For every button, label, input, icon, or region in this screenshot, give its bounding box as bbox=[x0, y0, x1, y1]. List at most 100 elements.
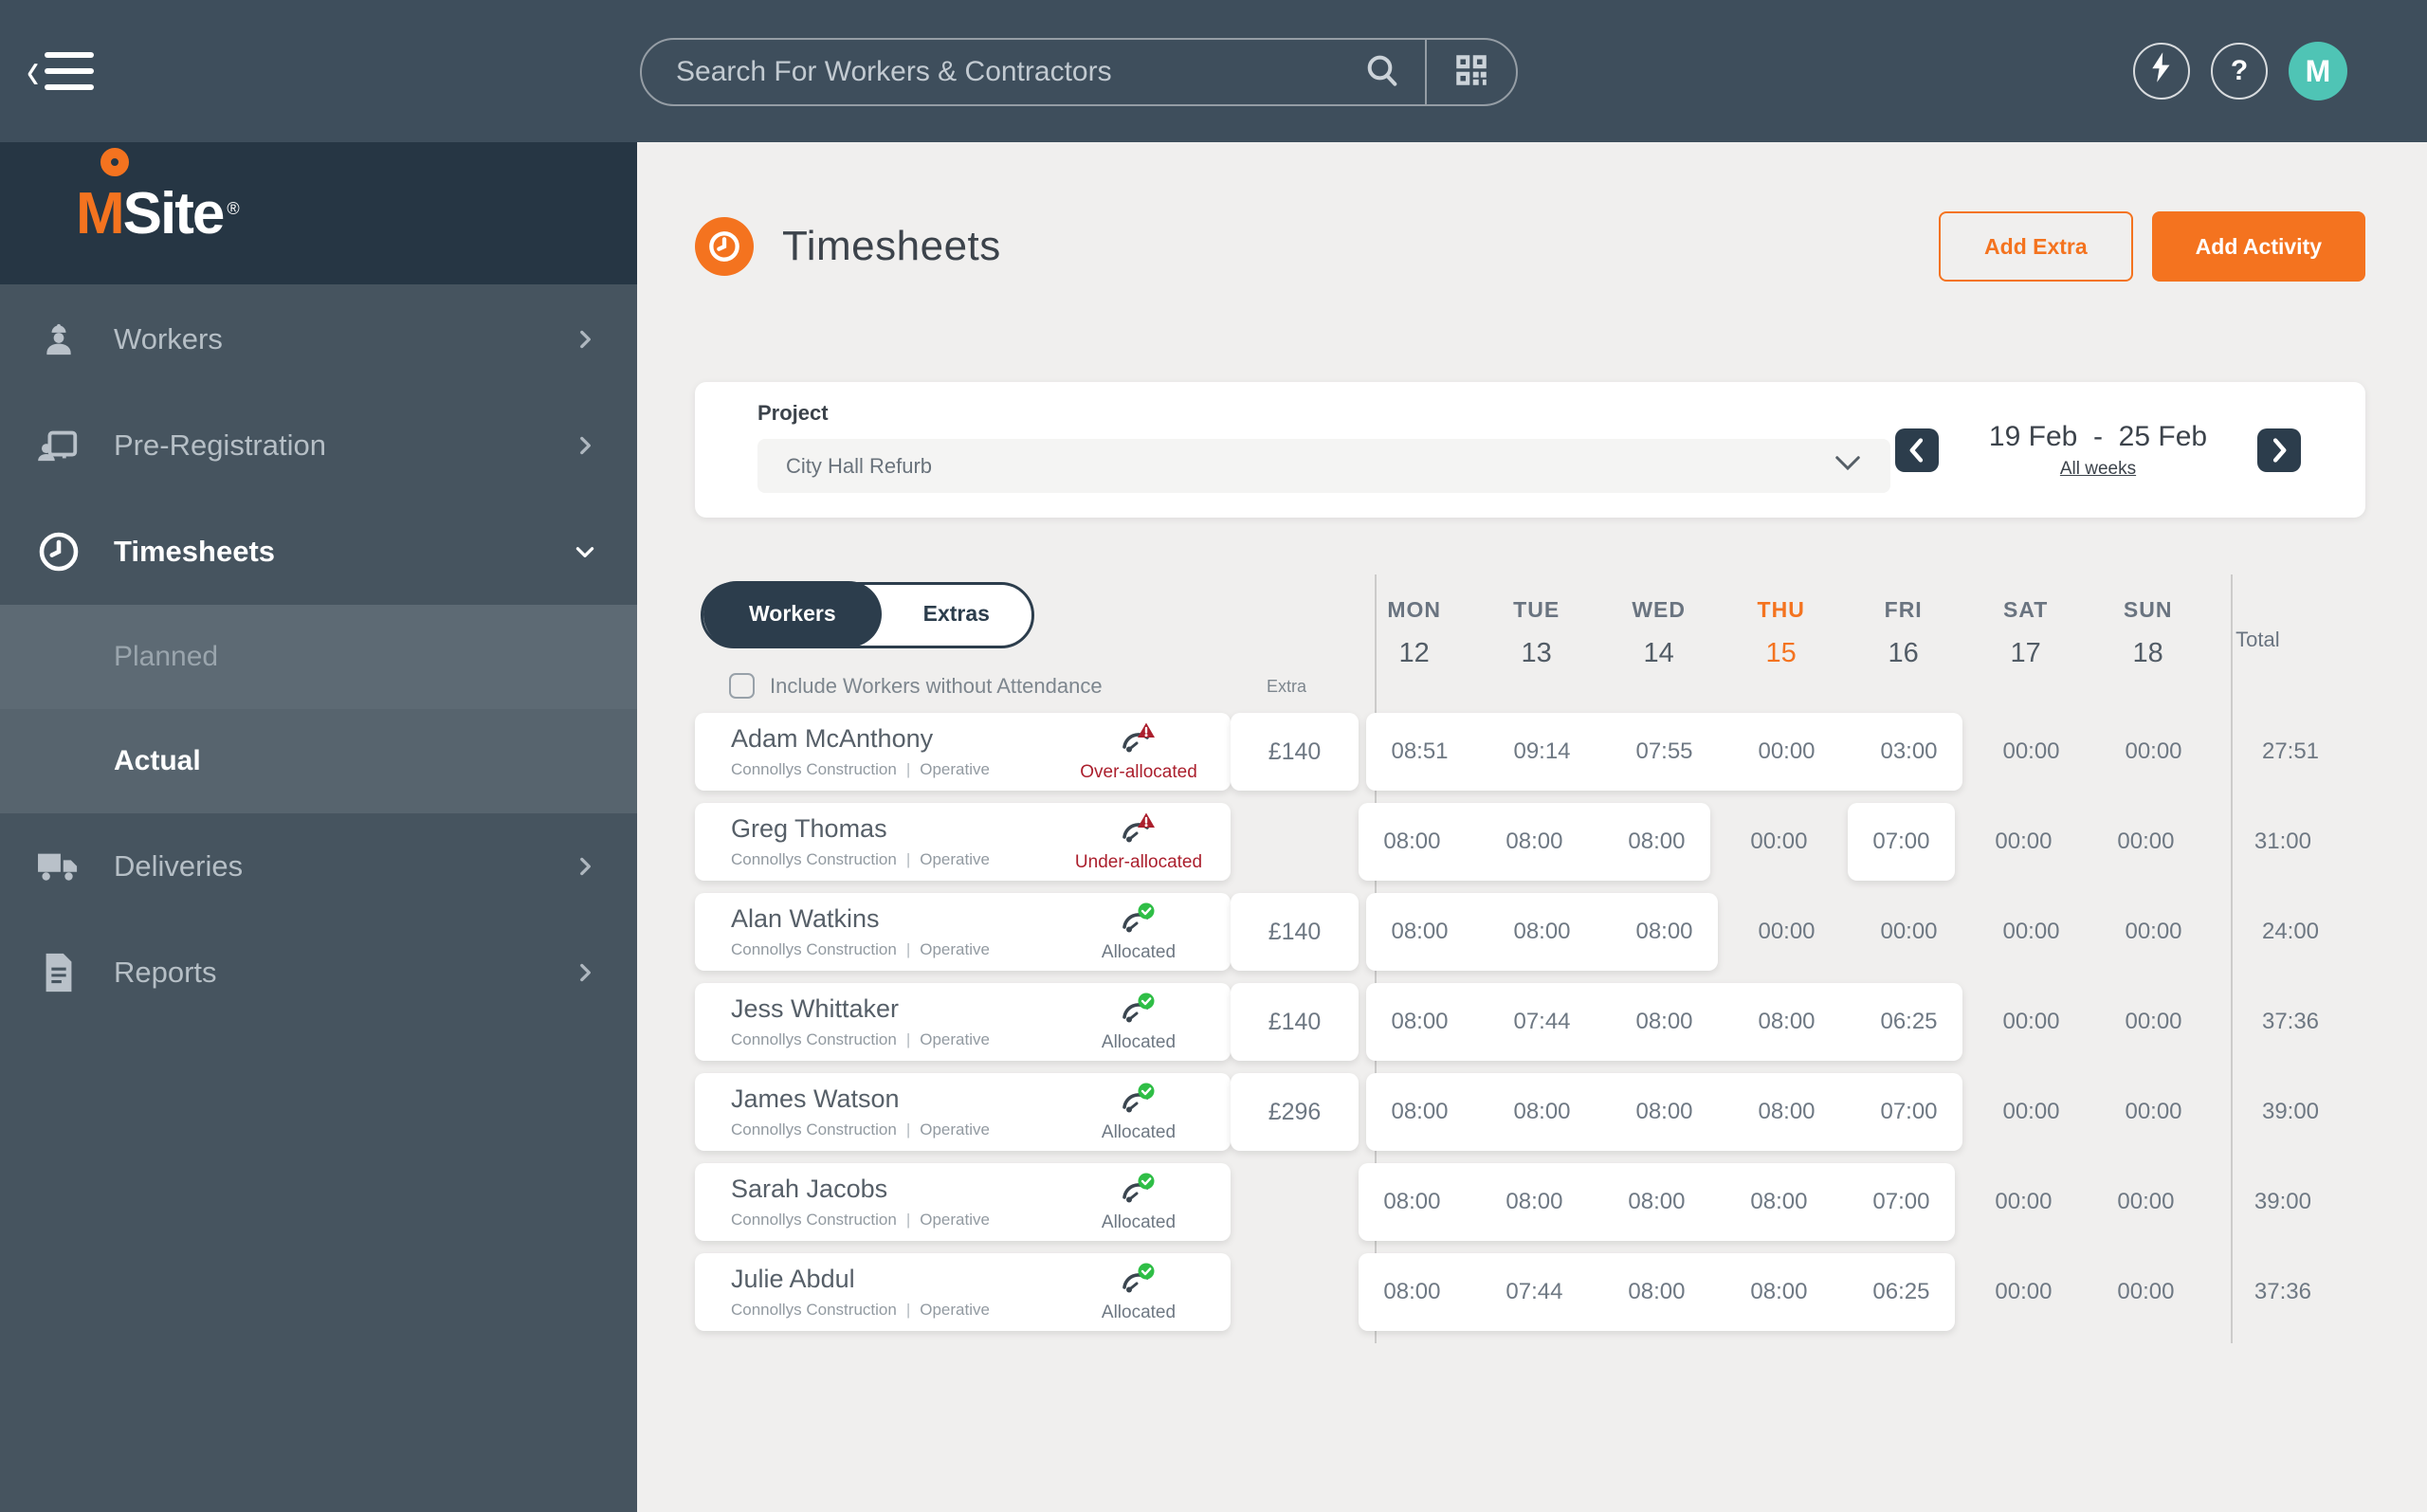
worker-role: Operative bbox=[920, 1211, 990, 1229]
time-cell-sat[interactable]: 00:00 bbox=[1995, 1279, 2053, 1304]
time-cell-sat[interactable]: 00:00 bbox=[1995, 1189, 2053, 1214]
user-avatar[interactable]: M bbox=[2289, 42, 2347, 100]
time-cell-sun[interactable]: 00:00 bbox=[2117, 1279, 2175, 1304]
add-activity-button[interactable]: Add Activity bbox=[2151, 211, 2365, 282]
all-weeks-link[interactable]: All weeks bbox=[2059, 458, 2137, 479]
tab-workers[interactable]: Workers bbox=[703, 580, 882, 647]
time-cell-tue[interactable]: 08:00 bbox=[1505, 829, 1563, 854]
worker-card[interactable]: Alan Watkins Connollys Construction | Opera… bbox=[695, 893, 1231, 971]
time-cell-fri[interactable]: 00:00 bbox=[1880, 919, 1938, 944]
time-cell-sun[interactable]: 00:00 bbox=[2117, 829, 2175, 854]
time-cell-sun[interactable]: 00:00 bbox=[2125, 738, 2182, 764]
days-cell: 08:00 08:00 08:00 00:00 00:00 00:00 00:00 bbox=[1359, 893, 2215, 983]
time-cell-tue[interactable]: 09:14 bbox=[1513, 738, 1571, 764]
time-cell-fri[interactable]: 07:00 bbox=[1872, 829, 1930, 854]
time-cell-tue[interactable]: 08:00 bbox=[1513, 1099, 1571, 1124]
extra-amount-card[interactable]: £140 bbox=[1231, 893, 1359, 971]
sidebar-collapse-button[interactable]: ‹ bbox=[27, 42, 100, 100]
add-extra-button[interactable]: Add Extra bbox=[1939, 211, 2133, 282]
search-input[interactable] bbox=[642, 55, 1340, 89]
time-cell-fri[interactable]: 07:00 bbox=[1880, 1099, 1938, 1124]
quick-actions-button[interactable] bbox=[2133, 43, 2190, 100]
time-cell-fri[interactable]: 07:00 bbox=[1872, 1189, 1930, 1214]
worker-card[interactable]: Greg Thomas Connollys Construction | Operat… bbox=[695, 803, 1231, 881]
allocation-status-label: Allocated bbox=[1101, 1211, 1177, 1232]
sidebar-item-workers[interactable]: Workers bbox=[0, 286, 637, 392]
top-bar: ‹ bbox=[0, 0, 2427, 142]
include-without-attendance[interactable]: Include Workers without Attendance bbox=[729, 673, 1103, 699]
time-cell-thu[interactable]: 08:00 bbox=[1750, 1189, 1808, 1214]
time-cell-tue[interactable]: 07:44 bbox=[1513, 1009, 1571, 1034]
tab-extras[interactable]: Extras bbox=[882, 581, 1031, 647]
worker-card[interactable]: Adam McAnthony Connollys Construction | Ope… bbox=[695, 713, 1231, 791]
time-cell-mon[interactable]: 08:00 bbox=[1383, 1279, 1441, 1304]
time-cell-wed[interactable]: 08:00 bbox=[1635, 1099, 1693, 1124]
time-cell-wed[interactable]: 08:00 bbox=[1628, 829, 1686, 854]
next-week-button[interactable] bbox=[2257, 428, 2301, 472]
allocation-status: Allocated bbox=[1069, 992, 1231, 1053]
sidebar-subitem-planned[interactable]: Planned bbox=[0, 605, 637, 709]
time-cell-tue[interactable]: 08:00 bbox=[1505, 1189, 1563, 1214]
time-cell-mon[interactable]: 08:51 bbox=[1391, 738, 1449, 764]
time-cell-fri[interactable]: 06:25 bbox=[1880, 1009, 1938, 1034]
time-cell-wed[interactable]: 08:00 bbox=[1635, 919, 1693, 944]
time-cell-thu[interactable]: 08:00 bbox=[1758, 1009, 1816, 1034]
time-cell-sat[interactable]: 00:00 bbox=[2002, 919, 2060, 944]
sidebar-subitem-actual[interactable]: Actual bbox=[114, 745, 201, 776]
time-cell-sun[interactable]: 00:00 bbox=[2125, 919, 2182, 944]
time-cell-wed[interactable]: 07:55 bbox=[1635, 738, 1693, 764]
previous-week-button[interactable] bbox=[1895, 428, 1939, 472]
time-cell-sat[interactable]: 00:00 bbox=[2002, 1099, 2060, 1124]
time-cell-sat[interactable]: 00:00 bbox=[1995, 829, 2053, 854]
sidebar-item-pre-registration[interactable]: Pre-Registration bbox=[0, 392, 637, 499]
worker-company: Connollys Construction bbox=[731, 1211, 897, 1229]
time-cell-tue[interactable]: 08:00 bbox=[1513, 919, 1571, 944]
time-cell-tue[interactable]: 07:44 bbox=[1505, 1279, 1563, 1304]
search-button[interactable] bbox=[1340, 40, 1425, 104]
topbar-actions: ? M bbox=[2133, 42, 2347, 100]
time-cell-wed[interactable]: 08:00 bbox=[1635, 1009, 1693, 1034]
sidebar-item-timesheets[interactable]: Timesheets bbox=[0, 499, 637, 605]
time-cell-thu[interactable]: 08:00 bbox=[1750, 1279, 1808, 1304]
time-cell-wed[interactable]: 08:00 bbox=[1628, 1279, 1686, 1304]
time-cell-sun[interactable]: 00:00 bbox=[2117, 1189, 2175, 1214]
sidebar-item-deliveries[interactable]: Deliveries bbox=[0, 813, 637, 920]
workers-extras-toggle: Workers Extras bbox=[701, 580, 1034, 648]
time-cell-mon[interactable]: 08:00 bbox=[1391, 1009, 1449, 1034]
sidebar-item-reports[interactable]: Reports bbox=[0, 920, 637, 1026]
extra-amount-card[interactable]: £140 bbox=[1231, 983, 1359, 1061]
extra-amount-card[interactable]: £140 bbox=[1231, 713, 1359, 791]
time-cell-sat[interactable]: 00:00 bbox=[2002, 738, 2060, 764]
time-cell-sat[interactable]: 00:00 bbox=[2002, 1009, 2060, 1034]
help-button[interactable]: ? bbox=[2211, 43, 2268, 100]
time-cell-thu[interactable]: 08:00 bbox=[1758, 1099, 1816, 1124]
worker-role: Operative bbox=[920, 850, 990, 868]
allocation-status: Over-allocated bbox=[1069, 721, 1231, 783]
qr-scan-button[interactable] bbox=[1425, 40, 1516, 104]
worker-card[interactable]: Sarah Jacobs Connollys Construction | Opera… bbox=[695, 1163, 1231, 1241]
time-cell-sun[interactable]: 00:00 bbox=[2125, 1009, 2182, 1034]
time-cell-wed[interactable]: 08:00 bbox=[1628, 1189, 1686, 1214]
separator: | bbox=[905, 940, 911, 958]
project-dropdown[interactable]: City Hall Refurb bbox=[757, 439, 1890, 493]
worker-company: Connollys Construction bbox=[731, 1301, 897, 1319]
time-cell-mon[interactable]: 08:00 bbox=[1391, 1099, 1449, 1124]
time-cell-thu[interactable]: 00:00 bbox=[1758, 919, 1816, 944]
extra-amount-card[interactable]: £296 bbox=[1231, 1073, 1359, 1151]
total-cell: 39:00 bbox=[2207, 1163, 2365, 1253]
time-cell-mon[interactable]: 08:00 bbox=[1383, 1189, 1441, 1214]
deliveries-icon bbox=[28, 847, 89, 886]
time-cell-sun[interactable]: 00:00 bbox=[2125, 1099, 2182, 1124]
time-cell-fri[interactable]: 06:25 bbox=[1872, 1279, 1930, 1304]
time-cell-mon[interactable]: 08:00 bbox=[1383, 829, 1441, 854]
question-mark-icon: ? bbox=[2230, 55, 2249, 86]
time-cell-thu[interactable]: 00:00 bbox=[1758, 738, 1816, 764]
worker-card[interactable]: Jess Whittaker Connollys Construction | Ope… bbox=[695, 983, 1231, 1061]
time-cell-fri[interactable]: 03:00 bbox=[1880, 738, 1938, 764]
time-cell-mon[interactable]: 08:00 bbox=[1391, 919, 1449, 944]
checkbox[interactable] bbox=[729, 673, 755, 699]
worker-card[interactable]: Julie Abdul Connollys Construction | Operat… bbox=[695, 1253, 1231, 1331]
worker-card[interactable]: James Watson Connollys Construction | Opera… bbox=[695, 1073, 1231, 1151]
time-cell-thu[interactable]: 00:00 bbox=[1750, 829, 1808, 854]
timesheet-row: Jess Whittaker Connollys Construction | Ope… bbox=[695, 983, 2365, 1073]
